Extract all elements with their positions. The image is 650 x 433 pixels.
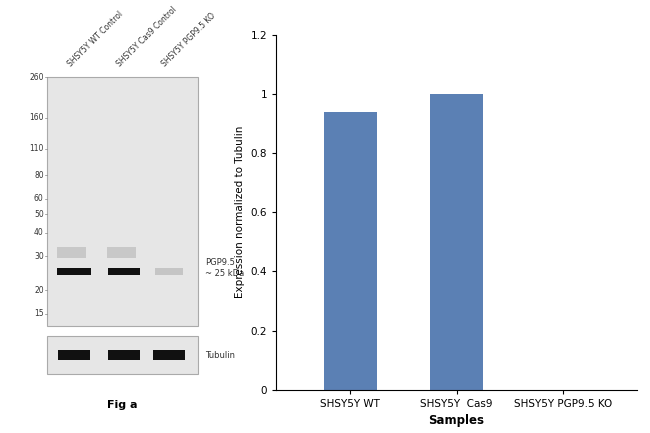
Bar — [430, 94, 483, 390]
Text: PGP9.5
~ 25 kDa: PGP9.5 ~ 25 kDa — [205, 259, 244, 278]
Bar — [108, 350, 140, 360]
Bar — [47, 77, 198, 326]
Bar — [57, 268, 91, 275]
Text: 60: 60 — [34, 194, 44, 204]
Text: 160: 160 — [29, 113, 44, 122]
Text: 30: 30 — [34, 252, 44, 261]
Text: SHSY5Y WT Control: SHSY5Y WT Control — [66, 10, 124, 68]
Y-axis label: Expression normalized to Tubulin: Expression normalized to Tubulin — [235, 126, 245, 298]
Text: SHSY5Y Cas9 Control: SHSY5Y Cas9 Control — [115, 5, 179, 68]
Text: 15: 15 — [34, 310, 44, 318]
Bar — [57, 246, 86, 258]
Text: SHSY5Y PGP9.5 KO: SHSY5Y PGP9.5 KO — [161, 11, 218, 68]
Text: 50: 50 — [34, 210, 44, 219]
Bar — [155, 268, 183, 275]
Bar — [58, 350, 90, 360]
Bar — [153, 350, 185, 360]
Text: 110: 110 — [29, 144, 44, 153]
Text: 260: 260 — [29, 73, 44, 82]
Bar — [324, 112, 377, 390]
Text: 40: 40 — [34, 228, 44, 237]
Bar — [108, 268, 140, 275]
Text: Fig a: Fig a — [107, 401, 138, 410]
Text: Tubulin: Tubulin — [205, 351, 235, 359]
X-axis label: Samples: Samples — [428, 414, 484, 427]
Text: 80: 80 — [34, 171, 44, 180]
Text: 20: 20 — [34, 285, 44, 294]
Bar — [47, 336, 198, 374]
Bar — [107, 246, 136, 258]
